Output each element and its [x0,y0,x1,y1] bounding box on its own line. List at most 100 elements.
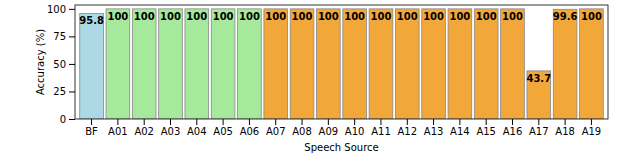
x-tick-mark [170,119,171,125]
x-tick: A10 [345,119,365,137]
plot-frame [75,5,608,119]
y-tick-mark [69,119,75,120]
y-tick-label: 0 [60,114,66,125]
x-tick-label: A10 [345,126,365,137]
bar [238,9,262,119]
x-tick-mark [486,119,487,125]
x-tick-label: A19 [582,126,602,137]
bar [290,9,314,119]
x-tick: A18 [555,119,575,137]
x-tick-mark [512,119,513,125]
y-tick-label: 50 [53,59,66,70]
data-label: 100 [160,11,181,22]
bar [395,9,419,119]
x-tick-mark [249,119,250,125]
x-tick-label: A16 [503,126,523,137]
y-tick: 100 [47,4,75,15]
x-tick-mark [459,119,460,125]
x-tick-label: A15 [476,126,496,137]
x-tick-mark [538,119,539,125]
x-tick: A07 [266,119,286,137]
bar [553,9,577,119]
bar [264,9,288,119]
x-tick: A05 [213,119,233,137]
x-tick-label: A06 [240,126,260,137]
data-label: 100 [265,11,286,22]
data-labels: 95.8 100 100 100 100 100 100 100 100 100 100 100 100… [79,11,602,84]
bar [501,9,525,119]
x-tick-label: A18 [555,126,575,137]
bar [317,9,341,119]
x-tick: A19 [582,119,602,137]
x-tick-label: A12 [397,126,417,137]
x-tick-label: A09 [319,126,339,137]
data-label: 100 [371,11,392,22]
bar [580,9,604,119]
y-tick-label: 25 [53,86,66,97]
y-axis: 0 25 50 75 100 [47,4,75,125]
x-tick: A08 [292,119,312,137]
bar [132,9,156,119]
x-tick-mark [407,119,408,125]
x-tick-label: A02 [134,126,154,137]
data-label: 100 [397,11,418,22]
x-tick: A15 [476,119,496,137]
data-label: 100 [423,11,444,22]
x-tick-label: BF [85,126,98,137]
y-axis-title: Accuracy (%) [35,29,46,95]
data-label: 100 [186,11,207,22]
bar [159,9,183,119]
bar [527,71,551,119]
data-label: 95.8 [79,15,104,26]
y-tick: 0 [60,114,75,125]
bar [343,9,367,119]
x-tick-label: A13 [424,126,444,137]
x-tick-label: A17 [529,126,549,137]
x-tick-mark [591,119,592,125]
x-tick: A06 [240,119,260,137]
x-tick: A17 [529,119,549,137]
x-tick-label: A14 [450,126,470,137]
y-tick: 75 [53,31,75,42]
data-label: 100 [449,11,470,22]
data-label: 99.6 [553,11,578,22]
x-tick-mark [117,119,118,125]
x-tick-label: A08 [292,126,312,137]
x-tick-mark [275,119,276,125]
bar [106,9,130,119]
x-tick: BF [85,119,98,137]
y-tick: 50 [53,59,75,70]
y-tick-mark [69,36,75,37]
y-tick-mark [69,9,75,10]
x-tick-label: A04 [187,126,207,137]
bar [211,9,235,119]
x-axis: BFA01A02A03A04A05A06A07A08A09A10A11A12A1… [85,119,601,137]
data-label: 100 [344,11,365,22]
bar [448,9,472,119]
x-tick: A14 [450,119,470,137]
y-tick: 25 [53,86,75,97]
x-tick-label: A11 [371,126,391,137]
x-tick: A16 [503,119,523,137]
x-tick-label: A01 [108,126,128,137]
data-label: 100 [239,11,260,22]
x-tick: A12 [397,119,417,137]
chart: 0255075100BFA01A02A03A04A05A06A07A08A09A… [0,0,640,155]
x-axis-title: Speech Source [304,142,378,153]
x-tick-mark [196,119,197,125]
x-tick-mark [302,119,303,125]
bar [474,9,498,119]
x-tick-mark [433,119,434,125]
data-label: 100 [213,11,234,22]
x-tick-mark [91,119,92,125]
data-label: 100 [581,11,602,22]
bars [80,9,604,119]
plot-area: 0255075100BFA01A02A03A04A05A06A07A08A09A… [47,4,608,138]
data-label: 100 [134,11,155,22]
bar [369,9,393,119]
data-label: 43.7 [526,73,551,84]
x-tick: A09 [319,119,339,137]
x-tick: A01 [108,119,128,137]
x-tick: A13 [424,119,444,137]
x-tick-mark [380,119,381,125]
